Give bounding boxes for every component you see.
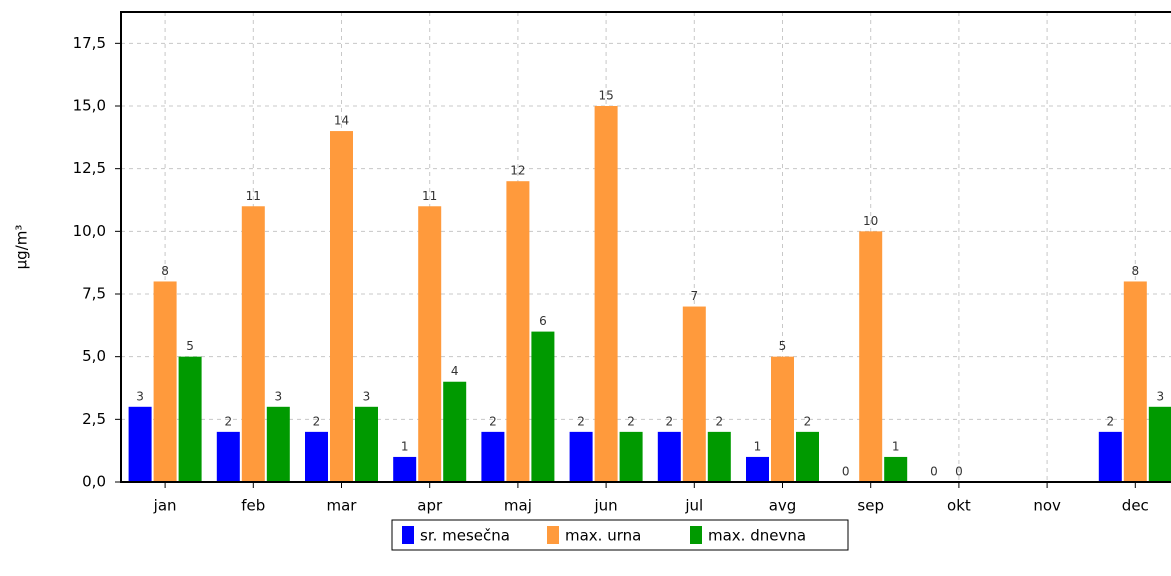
- value-label: 2: [1106, 414, 1114, 428]
- value-label: 2: [665, 414, 673, 428]
- value-label: 3: [363, 389, 371, 403]
- bar: [128, 406, 152, 482]
- value-label: 2: [577, 414, 585, 428]
- value-label: 2: [313, 414, 321, 428]
- x-tick-label: nov: [1033, 497, 1061, 515]
- value-label: 2: [627, 414, 635, 428]
- bar: [619, 431, 643, 482]
- value-label: 7: [690, 289, 698, 303]
- value-label: 1: [754, 439, 762, 453]
- bar: [569, 431, 593, 482]
- value-label: 3: [274, 389, 282, 403]
- value-label: 1: [401, 439, 409, 453]
- bar: [682, 306, 706, 482]
- bar: [355, 406, 378, 482]
- bar: [1148, 406, 1171, 482]
- x-tick-label: jan: [153, 497, 177, 515]
- x-tick-label: jul: [684, 497, 703, 515]
- bar: [443, 381, 467, 482]
- value-label: 5: [186, 339, 194, 353]
- x-tick-label: sep: [857, 497, 884, 515]
- value-label: 11: [422, 189, 437, 203]
- x-tick-label: okt: [947, 497, 971, 515]
- y-axis-title: µg/m³: [13, 225, 31, 270]
- bar: [153, 281, 177, 482]
- y-tick-label: 15,0: [73, 97, 106, 115]
- bar: [241, 206, 265, 482]
- bar: [481, 431, 505, 482]
- x-tick-label: jun: [594, 497, 618, 515]
- value-label: 14: [334, 114, 349, 128]
- y-tick-label: 12,5: [73, 159, 106, 177]
- legend-swatch: [547, 526, 559, 544]
- value-label: 2: [224, 414, 232, 428]
- value-label: 3: [1156, 389, 1164, 403]
- value-label: 2: [715, 414, 723, 428]
- x-tick-label: mar: [327, 497, 358, 515]
- legend-label: max. urna: [565, 527, 641, 545]
- value-label: 11: [246, 189, 261, 203]
- bar: [266, 406, 290, 482]
- value-label: 0: [930, 465, 938, 479]
- bar: [796, 431, 819, 482]
- y-tick-label: 10,0: [73, 222, 106, 240]
- y-tick-label: 7,5: [82, 285, 106, 303]
- bar: [393, 456, 417, 482]
- value-label: 8: [161, 264, 169, 278]
- value-label: 2: [489, 414, 497, 428]
- bar: [216, 431, 240, 482]
- x-tick-label: feb: [241, 497, 265, 515]
- plot-frame: [120, 11, 1171, 483]
- y-tick-label: 2,5: [82, 410, 106, 428]
- bar: [418, 206, 442, 482]
- bar: [1123, 281, 1147, 482]
- y-tick-label: 17,5: [73, 34, 106, 52]
- bar: [657, 431, 681, 482]
- x-tick-label: avg: [769, 497, 797, 515]
- bar: [707, 431, 731, 482]
- value-label: 15: [598, 89, 613, 103]
- bar: [1098, 431, 1122, 482]
- value-label: 3: [136, 389, 144, 403]
- legend-label: sr. mesečna: [420, 527, 510, 545]
- y-tick-label: 5,0: [82, 347, 106, 365]
- value-label: 12: [510, 164, 525, 178]
- value-label: 10: [863, 214, 878, 228]
- bar: [305, 431, 328, 482]
- value-label: 2: [804, 414, 812, 428]
- bar: [859, 231, 883, 482]
- value-label: 5: [779, 339, 787, 353]
- bar: [746, 456, 769, 482]
- x-tick-label: apr: [417, 497, 443, 515]
- bar: [884, 456, 908, 482]
- x-tick-label: dec: [1122, 497, 1149, 515]
- value-label: 1: [892, 439, 900, 453]
- bar: [506, 181, 530, 482]
- bar: [531, 331, 555, 482]
- legend: [391, 519, 849, 551]
- legend-swatch: [402, 526, 414, 544]
- bar: [178, 356, 202, 482]
- bar: [594, 106, 618, 482]
- bar: [771, 356, 794, 482]
- value-label: 4: [451, 364, 459, 378]
- value-label: 8: [1131, 264, 1139, 278]
- value-label: 6: [539, 314, 547, 328]
- bar: [330, 131, 353, 482]
- value-label: 0: [955, 465, 963, 479]
- legend-swatch: [690, 526, 702, 544]
- value-label: 0: [842, 465, 850, 479]
- x-tick-label: maj: [504, 497, 532, 515]
- legend-label: max. dnevna: [708, 527, 806, 545]
- y-tick-label: 0,0: [82, 473, 106, 491]
